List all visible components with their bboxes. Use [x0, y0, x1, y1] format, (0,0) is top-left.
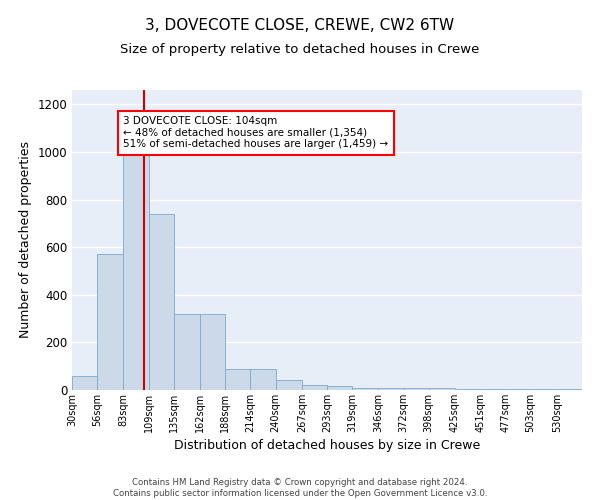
Bar — [455, 389, 480, 390]
X-axis label: Distribution of detached houses by size in Crewe: Distribution of detached houses by size … — [174, 439, 480, 452]
Bar — [72, 376, 97, 390]
Text: 3, DOVECOTE CLOSE, CREWE, CW2 6TW: 3, DOVECOTE CLOSE, CREWE, CW2 6TW — [145, 18, 455, 32]
Y-axis label: Number of detached properties: Number of detached properties — [19, 142, 32, 338]
Bar — [174, 314, 200, 390]
Bar — [225, 368, 250, 390]
Bar — [352, 388, 379, 390]
Text: Size of property relative to detached houses in Crewe: Size of property relative to detached ho… — [121, 42, 479, 56]
Bar — [379, 388, 404, 390]
Bar — [404, 388, 429, 390]
Bar — [149, 214, 174, 390]
Bar — [505, 389, 530, 390]
Bar — [275, 380, 302, 390]
Bar — [327, 386, 352, 390]
Bar — [302, 385, 327, 390]
Bar — [124, 147, 149, 390]
Text: 3 DOVECOTE CLOSE: 104sqm
← 48% of detached houses are smaller (1,354)
51% of sem: 3 DOVECOTE CLOSE: 104sqm ← 48% of detach… — [124, 116, 389, 150]
Text: Contains HM Land Registry data © Crown copyright and database right 2024.
Contai: Contains HM Land Registry data © Crown c… — [113, 478, 487, 498]
Bar — [200, 314, 225, 390]
Bar — [557, 389, 582, 390]
Bar — [97, 254, 124, 390]
Bar — [250, 368, 275, 390]
Bar — [480, 389, 505, 390]
Bar — [530, 389, 557, 390]
Bar — [429, 388, 455, 390]
